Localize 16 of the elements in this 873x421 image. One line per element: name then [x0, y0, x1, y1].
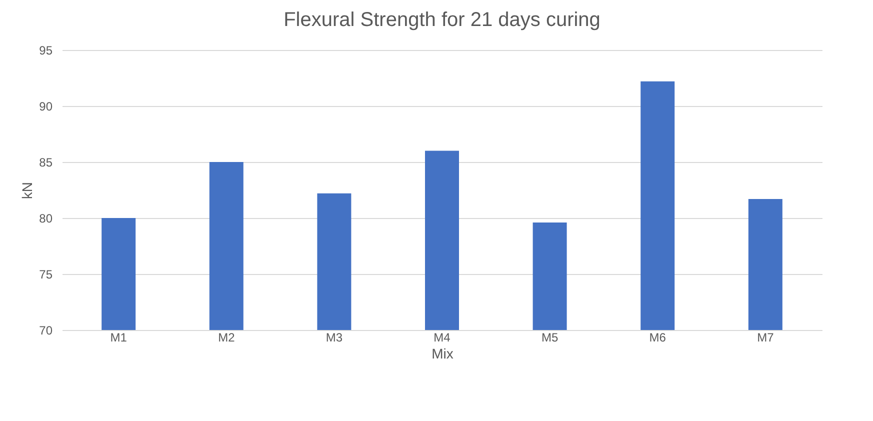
x-tick-label: M5: [541, 330, 558, 344]
x-tick-label: M1: [110, 330, 128, 344]
y-tick-label: 70: [39, 324, 53, 338]
x-tick-label: M4: [434, 330, 451, 344]
y-tick-label: 85: [39, 156, 53, 170]
y-tick-label: 90: [39, 100, 53, 114]
y-tick-label: 80: [39, 212, 53, 226]
y-tick-label: 75: [39, 268, 53, 282]
y-tick-label: 95: [39, 44, 53, 58]
x-tick-label: M2: [218, 330, 236, 344]
chart-title: Flexural Strength for 21 days curing: [284, 9, 600, 31]
y-axis-title: kN: [19, 182, 36, 200]
x-axis-title: Mix: [432, 346, 454, 362]
x-tick-label: M3: [326, 330, 343, 344]
x-tick-label: M7: [757, 330, 774, 344]
x-tick-label: M6: [649, 330, 666, 344]
